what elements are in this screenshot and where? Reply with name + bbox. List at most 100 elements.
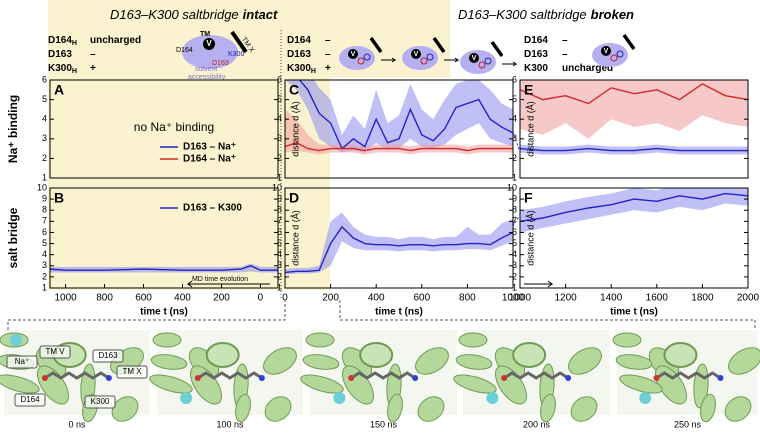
oxygen [348, 375, 355, 381]
sodium [180, 392, 193, 404]
snapshot-label: TM V [45, 347, 65, 356]
panel-letter: C [289, 82, 299, 98]
arrow [502, 61, 518, 67]
label-box [92, 349, 124, 363]
protein-blob [460, 50, 496, 74]
x-tick-label: 0 [258, 293, 264, 304]
oxygen [501, 375, 508, 381]
y-tick-label: 2 [512, 271, 517, 281]
sodium [639, 392, 652, 404]
panel-frame [49, 187, 279, 289]
panel-frame [284, 187, 514, 289]
sodium [333, 392, 346, 404]
y-tick-label: 3 [42, 260, 47, 270]
data-line [520, 192, 748, 223]
nitrogen [258, 375, 265, 381]
x-axis-label: time t (ns) [140, 307, 188, 318]
state-line: D164H uncharged [48, 35, 141, 47]
residue: D163 [287, 49, 311, 60]
subscript: H [72, 68, 77, 75]
helix [235, 393, 251, 423]
y-tick-label: 6 [42, 227, 47, 237]
error-band [285, 109, 513, 155]
y-tick-label: 1 [277, 172, 282, 182]
tm5-circle [469, 53, 479, 63]
x-tick-label: 1000 [502, 293, 525, 304]
x-axis-label: time t (ns) [375, 307, 423, 318]
helix [453, 374, 497, 394]
y-tick-label: 3 [277, 133, 282, 143]
helix [264, 396, 292, 422]
tmx-bar [622, 33, 636, 51]
nitrogen [565, 375, 572, 381]
y-tick-label: 10 [272, 182, 282, 192]
snapshot [612, 330, 760, 423]
x-tick-label: 1600 [646, 293, 669, 304]
snapshot-time: 150 ns [370, 419, 398, 429]
panel-letter: B [54, 190, 64, 206]
state: uncharged [90, 35, 141, 46]
protein-blob [182, 35, 238, 69]
y-tick-label: 5 [277, 94, 282, 104]
residue: D164 [48, 35, 72, 46]
y-tick-label: 1 [512, 172, 517, 182]
molecule [44, 371, 110, 380]
x-tick-label: 1200 [554, 293, 577, 304]
y-tick-label: 3 [512, 260, 517, 270]
y-tick-label: 3 [512, 133, 517, 143]
annotation: no Na⁺ binding [134, 120, 214, 134]
y-tick-label: 2 [277, 271, 282, 281]
y-tick-label: 7 [512, 216, 517, 226]
error-band [285, 80, 513, 153]
state: – [562, 49, 568, 60]
x-tick-label: 200 [213, 293, 230, 304]
y-tick-label: 2 [42, 153, 47, 163]
nitrogen [105, 375, 112, 381]
molecule [503, 371, 569, 380]
sodium [10, 334, 22, 346]
annotation: MD time evolution [192, 276, 248, 283]
y-tick-label: 5 [42, 94, 47, 104]
residue [420, 57, 428, 65]
y-tick-label: 6 [42, 74, 47, 84]
time-arrow [186, 280, 270, 288]
residue [616, 50, 624, 58]
helix-top [663, 342, 698, 368]
error-band [520, 188, 748, 233]
y-tick-label: 7 [42, 216, 47, 226]
y-tick-label: 6 [512, 227, 517, 237]
accessibility-label: accessibility [188, 74, 226, 81]
row-label: Na⁺ binding [6, 95, 20, 163]
label-box [6, 355, 38, 369]
oxygen [653, 375, 660, 381]
d163-label: D163 [212, 60, 229, 67]
y-tick-label: 6 [512, 74, 517, 84]
nitrogen [412, 375, 419, 381]
y-tick-label: 7 [277, 216, 282, 226]
protein-blob [339, 46, 375, 70]
snapshot-time: 100 ns [216, 419, 244, 429]
helix [568, 347, 602, 375]
y-axis-label: distance d (Å) [525, 210, 535, 266]
x-tick-label: 1400 [600, 293, 623, 304]
legend-label: D163 – K300 [183, 203, 242, 214]
state-line: D163 – [287, 49, 331, 60]
data-line [50, 265, 278, 271]
y-tick-label: 2 [42, 271, 47, 281]
x-tick-label: 400 [174, 293, 191, 304]
y-tick-label: 1 [42, 282, 47, 292]
y-tick-label: 8 [277, 205, 282, 215]
snapshots: 0 ns 100 ns 150 ns 200 ns 250 ns Na⁺ TM V D163 T… [0, 330, 760, 429]
snapshot-time: 200 ns [523, 419, 551, 429]
state: – [562, 35, 568, 46]
y-axis-label: distance d (Å) [290, 101, 300, 157]
panel-letter: E [524, 82, 533, 98]
helix [152, 332, 182, 348]
plot-area [285, 80, 513, 155]
intact-background [48, 0, 450, 290]
helix [417, 396, 445, 422]
molecule [197, 371, 263, 380]
snapshot-time: 250 ns [674, 419, 702, 429]
y-tick-label: 9 [277, 193, 282, 203]
